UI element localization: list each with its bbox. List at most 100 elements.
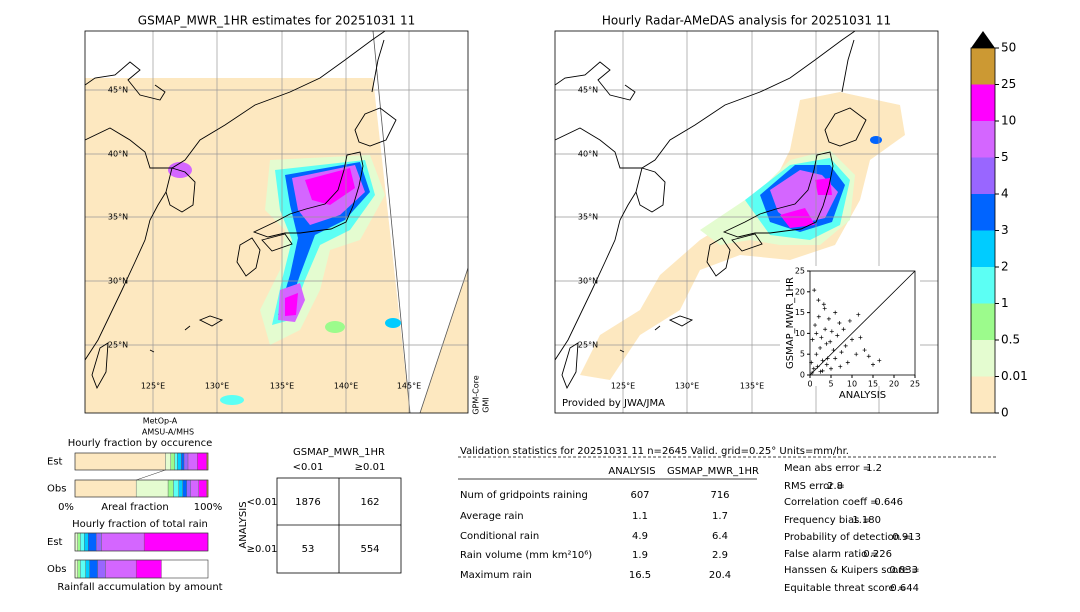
scatter-point: [815, 364, 820, 369]
fraction-segment: [77, 532, 81, 552]
fraction-segment: [190, 479, 199, 498]
scatter-point: [877, 358, 882, 363]
sensor-label: AMSU-A/MHS: [142, 428, 194, 437]
table-title: GSMAP_MWR_1HR: [293, 447, 385, 458]
fraction-title: Hourly fraction by occurence: [68, 438, 212, 449]
stat-value: 1.7: [712, 511, 728, 522]
sensor-label: MetOp-A: [143, 417, 178, 426]
stat-label: Rain volume (mm km²10⁶): [460, 550, 592, 561]
colorbar-label: 50: [1001, 41, 1016, 55]
lon-label: 140°E: [334, 382, 358, 391]
scatter-point: [825, 356, 830, 361]
fraction-segment: [177, 452, 182, 471]
scatter-point: [810, 370, 815, 375]
lon-label: 130°E: [205, 382, 229, 391]
map-title: Hourly Radar-AMeDAS analysis for 2025103…: [602, 14, 891, 28]
colorbar-label: 5: [1001, 150, 1009, 164]
scatter-point: [824, 341, 829, 346]
fraction-segment: [85, 559, 90, 579]
colorbar-segment: [971, 121, 995, 158]
scatter-point: [839, 350, 844, 355]
fraction-segment: [80, 559, 86, 579]
scatter-point: [866, 354, 871, 359]
colorbar-segment: [971, 48, 995, 85]
fraction-segment: [165, 452, 171, 471]
row-label: <0.01: [247, 497, 278, 508]
y-tick-label: 0: [800, 371, 805, 380]
fraction-segment: [167, 479, 174, 498]
scatter-point: [841, 327, 846, 332]
bar-frame: [74, 559, 209, 579]
axis-label: 0%: [58, 502, 74, 513]
fraction-segment: [173, 479, 179, 498]
table-cell: 53: [302, 544, 315, 555]
fraction-title: Hourly fraction of total rain: [72, 519, 208, 530]
fraction-segment: [181, 452, 185, 471]
stat-value: 716: [710, 490, 729, 501]
colorbar-label: 25: [1001, 77, 1016, 91]
lon-label: 135°E: [740, 382, 764, 391]
scatter-point: [812, 288, 817, 293]
stat-label: Maximum rain: [460, 570, 532, 581]
colorbar-segment: [971, 303, 995, 340]
row-label: Est: [47, 457, 63, 468]
score-value: 0.833: [889, 565, 918, 576]
y-tick-label: 10: [795, 329, 805, 338]
stat-value: 20.4: [709, 570, 731, 581]
axis-label: Areal fraction: [101, 502, 168, 513]
scatter-point: [810, 337, 815, 342]
row-title: ANALYSIS: [238, 501, 249, 548]
scatter-point: [835, 333, 840, 338]
scatter-point: [854, 352, 859, 357]
stat-value: 16.5: [629, 570, 651, 581]
fraction-segment: [97, 559, 106, 579]
colorbar-extend: [971, 31, 995, 48]
colorbar-label: 4: [1001, 187, 1009, 201]
fraction-segment: [197, 452, 207, 471]
scatter-point: [833, 356, 838, 361]
row-label: Obs: [47, 484, 66, 495]
fraction-segment: [89, 559, 98, 579]
scatter-point: [843, 343, 848, 348]
col-label: <0.01: [293, 462, 324, 473]
axis-label: Rainfall accumulation by amount: [57, 582, 222, 593]
sensor-label: GMI: [482, 397, 491, 412]
colorbar-segment: [971, 267, 995, 304]
scatter-point: [813, 323, 818, 328]
colorbar-segment: [971, 194, 995, 231]
x-tick-label: 25: [910, 380, 920, 389]
fraction-segment: [170, 452, 175, 471]
sensor-label: GPM-Core: [472, 375, 481, 414]
lat-label: 35°N: [578, 213, 598, 222]
lon-label: 135°E: [270, 382, 294, 391]
score-label: Frequency bias =: [784, 515, 871, 526]
colorbar-segment: [971, 84, 995, 121]
scatter-point: [856, 312, 861, 317]
fraction-segment: [143, 532, 209, 552]
connector: [136, 469, 166, 481]
y-tick-label: 25: [795, 267, 805, 276]
colorbar-label: 0.01: [1001, 369, 1028, 383]
score-value: 1.180: [852, 515, 881, 526]
fraction-segment: [84, 532, 89, 552]
colorbar-label: 2: [1001, 260, 1009, 274]
score-label: Hanssen & Kuipers score =: [784, 565, 920, 576]
table-cell: 162: [360, 497, 379, 508]
y-tick-label: 15: [795, 308, 805, 317]
score-value: 0.644: [890, 583, 919, 594]
score-value: 1.2: [866, 463, 882, 474]
colorbar-label: 1: [1001, 296, 1009, 310]
scatter-point: [831, 348, 836, 353]
lon-label: 130°E: [675, 382, 699, 391]
scatter-point: [847, 318, 852, 323]
scatter-point: [823, 327, 828, 332]
colorbar-label: 0.5: [1001, 333, 1020, 347]
scatter-point: [822, 306, 827, 311]
stat-value: 2.9: [712, 550, 728, 561]
scatter-point: [811, 366, 816, 371]
x-tick-label: 0: [807, 380, 812, 389]
scatter-point: [814, 352, 819, 357]
colorbar-segment: [971, 376, 995, 413]
lat-label: 30°N: [108, 277, 128, 286]
table-cell: 554: [360, 544, 379, 555]
